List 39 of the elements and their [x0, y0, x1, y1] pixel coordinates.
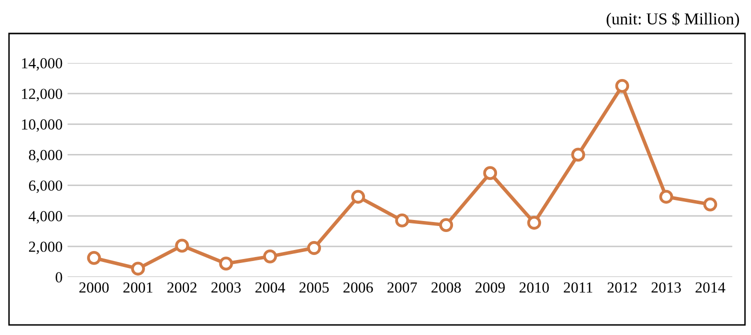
x-tick-label: 2002 [167, 282, 196, 293]
point [175, 238, 189, 253]
point [659, 190, 674, 204]
x-tick-label: 2011 [564, 282, 592, 293]
x-tick-label: 2006 [343, 282, 373, 293]
y-tick-label: 12,000 [22, 88, 62, 102]
point [395, 214, 410, 228]
y-tick-label: 6,000 [29, 180, 62, 193]
x-tick-label: 2003 [211, 282, 241, 293]
x-tick-label: 2000 [79, 282, 109, 293]
y-tick-label: 14,000 [22, 58, 62, 71]
x-tick-label: 2014 [696, 282, 726, 293]
x-tick-label: 2005 [299, 282, 329, 293]
point [307, 241, 322, 255]
point [439, 218, 454, 232]
point [483, 166, 498, 180]
point [87, 250, 101, 265]
point [615, 78, 630, 93]
point [131, 262, 145, 276]
point [351, 190, 366, 204]
point [527, 216, 542, 230]
x-tick-label: 2010 [520, 282, 549, 293]
point [571, 148, 586, 162]
y-tick-label: 0 [56, 272, 62, 282]
point [219, 256, 233, 271]
point [703, 197, 718, 212]
x-tick-label: 2012 [608, 282, 637, 293]
y-tick-label: 10,000 [22, 119, 62, 132]
x-tick-label: 2009 [476, 282, 505, 293]
y-tick-label: 2,000 [29, 242, 62, 254]
text: (unit: US $ Million) [606, 12, 740, 28]
y-tick-label: 8,000 [28, 150, 62, 162]
x-tick-label: 2001 [123, 282, 152, 293]
point [263, 249, 278, 264]
x-tick-label: 2008 [432, 282, 461, 293]
y-tick-label: 4,000 [28, 211, 62, 224]
x-tick-label: 2004 [255, 282, 286, 293]
x-tick-label: 2007 [388, 282, 417, 293]
x-tick-label: 2013 [652, 282, 681, 293]
